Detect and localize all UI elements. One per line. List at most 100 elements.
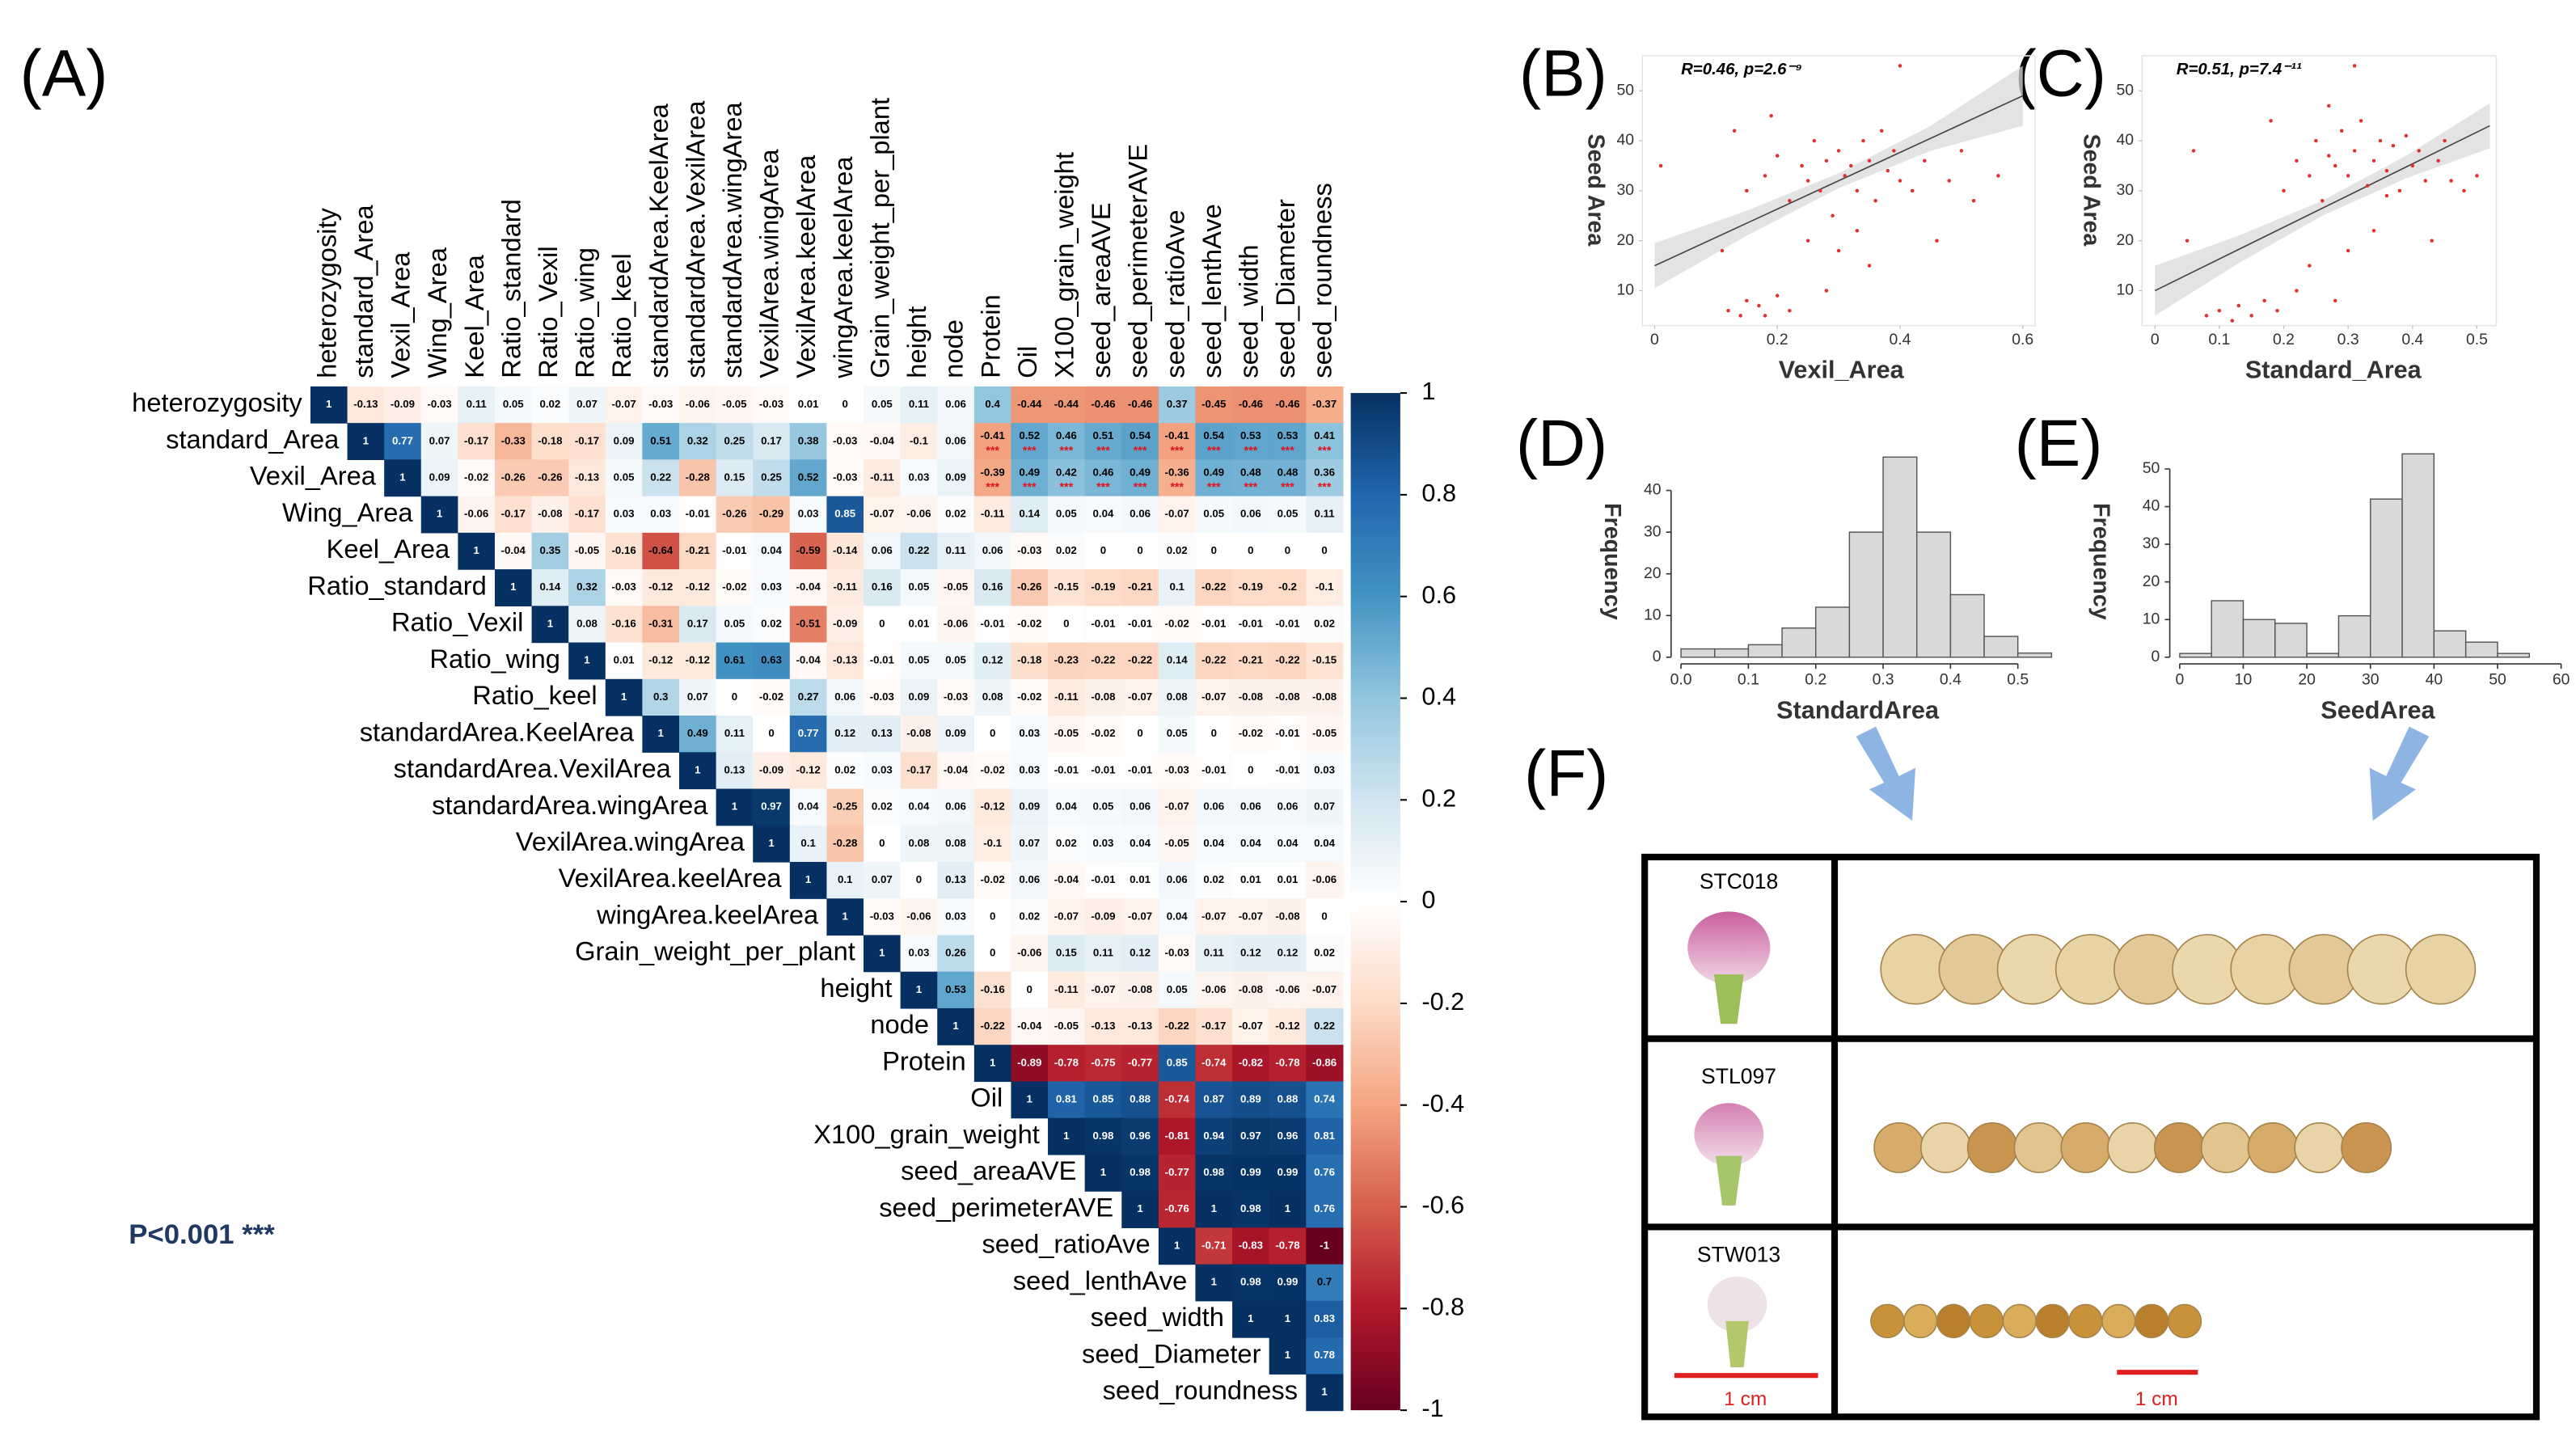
cell-label: -0.37 [1312,398,1337,410]
cell-label: 0.97 [1240,1130,1261,1142]
heatmap-cell [1232,1300,1270,1338]
heatmap-cell [605,606,644,644]
heatmap-cell [864,423,902,460]
heatmap-cell [753,678,791,716]
heatmap-cell [937,861,975,899]
heatmap-cell [494,532,533,570]
cell-label: 0.05 [945,654,966,666]
heatmap-cell [568,569,606,606]
heatmap-cell [753,386,791,424]
heatmap-cell [1084,825,1122,863]
cell-label: -0.02 [981,873,1005,885]
cell-label: -0.22 [981,1020,1005,1032]
heatmap-cell [1195,1264,1233,1302]
heatmap-cell [900,386,938,424]
heatmap-cell [1306,532,1344,570]
x-tick-label: 0.4 [1890,331,1911,348]
column-label: height [902,306,931,378]
heatmap-cell [642,532,680,570]
scatter-point [1879,129,1884,133]
x-tick-label: 0.4 [1940,671,1962,689]
seed [2107,1121,2159,1173]
heatmap-cell [679,423,717,460]
heatmap-cell [937,752,975,790]
scatter-point [1805,179,1810,183]
significance-mark: *** [1170,445,1184,458]
histogram-bar [1848,531,1884,658]
heatmap-cell [1306,716,1344,753]
cell-label: -0.12 [648,581,673,593]
heatmap-cell [458,459,496,497]
cell-label: -0.03 [944,691,968,703]
sample-label: STC018 [1700,869,1778,893]
cell-label: 0.99 [1277,1166,1299,1178]
cell-label: 0.07 [576,398,598,410]
row-label: seed_ratioAve [982,1229,1150,1259]
seed [2153,1121,2205,1173]
heatmap-cell [1232,898,1270,936]
heatmap-cell [973,642,1012,680]
cell-label: -0.83 [1239,1239,1263,1251]
heatmap-cell [1306,825,1344,863]
scatter-point [2191,149,2196,153]
cell-label: -0.21 [1128,581,1153,593]
heatmap-cell [1121,898,1159,936]
cell-label: 0.51 [650,434,671,446]
heatmap-cell [900,678,938,716]
heatmap-cell [789,532,828,570]
histogram-bar [2337,615,2371,658]
heatmap-cell [1269,898,1307,936]
scatter-point [1867,158,1872,163]
cell-label: 0.49 [687,727,708,739]
heatmap-cell [1195,898,1233,936]
seed [2134,1303,2169,1339]
cell-label: 0 [990,727,995,739]
heatmap-cell [826,496,864,534]
heatmap-cell [1306,1300,1344,1338]
cell-label: 1 [399,471,406,483]
heatmap-cell [789,459,828,497]
heatmap-cell [1232,1117,1270,1155]
significance-mark: *** [1170,481,1184,494]
scatter-point [2449,179,2453,183]
cell-label: -0.26 [722,508,746,520]
cell-label: -0.06 [944,617,968,629]
scatter-point [2339,129,2344,133]
colorbar-tick-label: 0.4 [1421,683,1456,711]
x-tick-label: 0.4 [2401,331,2423,348]
heatmap-cell [789,496,828,534]
cell-label: -0.46 [1128,398,1152,410]
cell-label: 0.01 [909,617,930,629]
cell-label: 1 [1063,1130,1070,1142]
heatmap-cell [973,386,1012,424]
seed [1870,1303,1905,1339]
heatmap-cell [1232,825,1270,863]
heatmap-cell [1158,423,1197,460]
histogram-bar [2433,630,2467,658]
heatmap-cell [1048,971,1086,1009]
scatter-point [1658,163,1663,168]
scatter-point [1720,248,1725,253]
heatmap-cell [642,642,680,680]
cell-label: 0 [1027,983,1033,995]
heatmap-cell [937,606,975,644]
cell-label: 0.52 [1019,429,1040,441]
cell-label: 0.14 [1019,508,1040,520]
heatmap-cell [1306,788,1344,826]
y-tick-label: 50 [2143,459,2160,477]
heatmap-cell [864,459,902,497]
seed [2101,1303,2136,1339]
heatmap-cell [1306,1045,1344,1083]
scatter-point [2217,308,2222,313]
row-label: seed_width [1091,1302,1224,1332]
cell-label: -0.08 [1128,983,1152,995]
scatter-point [1867,264,1872,268]
cell-label: 0.83 [1314,1312,1335,1324]
heatmap-cell [937,716,975,753]
heatmap-cell [1232,752,1270,790]
cell-label: -0.05 [1054,1020,1079,1032]
cell-label: 1 [695,763,701,775]
heatmap-cell [1011,1007,1049,1045]
cell-label: -0.03 [833,434,857,446]
